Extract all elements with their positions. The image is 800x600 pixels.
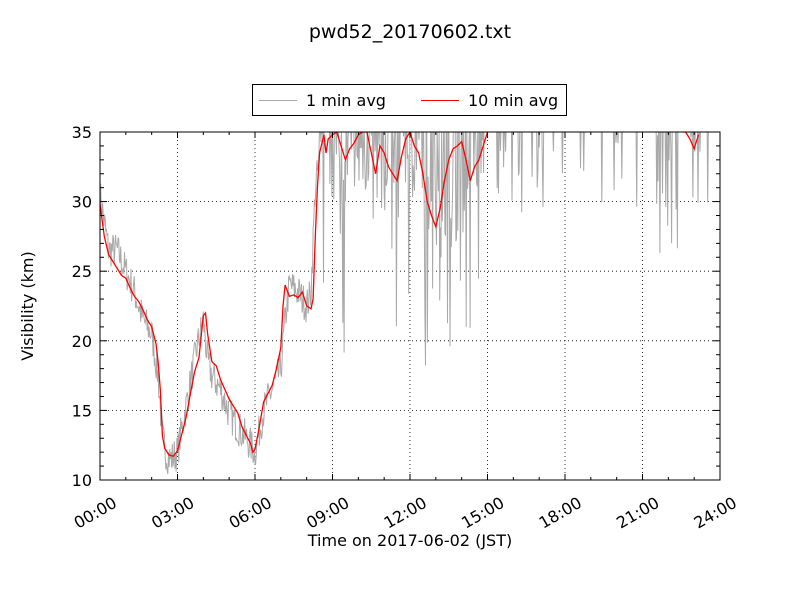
x-tick-label: 18:00	[536, 493, 585, 533]
legend-swatch-1min	[259, 100, 297, 101]
series-layer	[100, 132, 709, 475]
x-tick-label: 21:00	[613, 493, 662, 533]
legend: 1 min avg 10 min avg	[252, 84, 567, 116]
x-tick-label: 24:00	[691, 493, 740, 533]
legend-label-1min: 1 min avg	[306, 91, 386, 110]
y-axis-label: Visibility (km)	[18, 251, 37, 360]
y-tick-label: 15	[72, 401, 92, 420]
legend-swatch-10min	[421, 100, 459, 101]
grid	[100, 132, 720, 480]
axis-ticks: 00:00 03:00 06:00 09:00 12:00 15:00 18:00 21:00…	[71, 123, 740, 533]
y-tick-label: 20	[72, 332, 92, 351]
legend-item-10min: 10 min avg	[421, 91, 566, 111]
series-line-1min	[100, 132, 709, 475]
x-tick-label: 15:00	[458, 493, 507, 533]
x-tick-label: 06:00	[226, 493, 275, 533]
x-tick-label: 09:00	[303, 493, 352, 533]
x-tick-label: 12:00	[381, 493, 430, 533]
y-tick-label: 25	[72, 262, 92, 281]
series-line-10min	[100, 132, 700, 458]
y-tick-label: 30	[72, 193, 92, 212]
x-axis-label: Time on 2017-06-02 (JST)	[307, 531, 512, 550]
y-tick-label: 35	[72, 123, 92, 142]
x-tick-label: 03:00	[148, 493, 197, 533]
y-tick-label: 10	[72, 471, 92, 490]
chart-title: pwd52_20170602.txt	[309, 21, 511, 43]
legend-item-1min: 1 min avg	[259, 91, 399, 111]
legend-label-10min: 10 min avg	[468, 91, 559, 110]
x-tick-label: 00:00	[71, 493, 120, 533]
